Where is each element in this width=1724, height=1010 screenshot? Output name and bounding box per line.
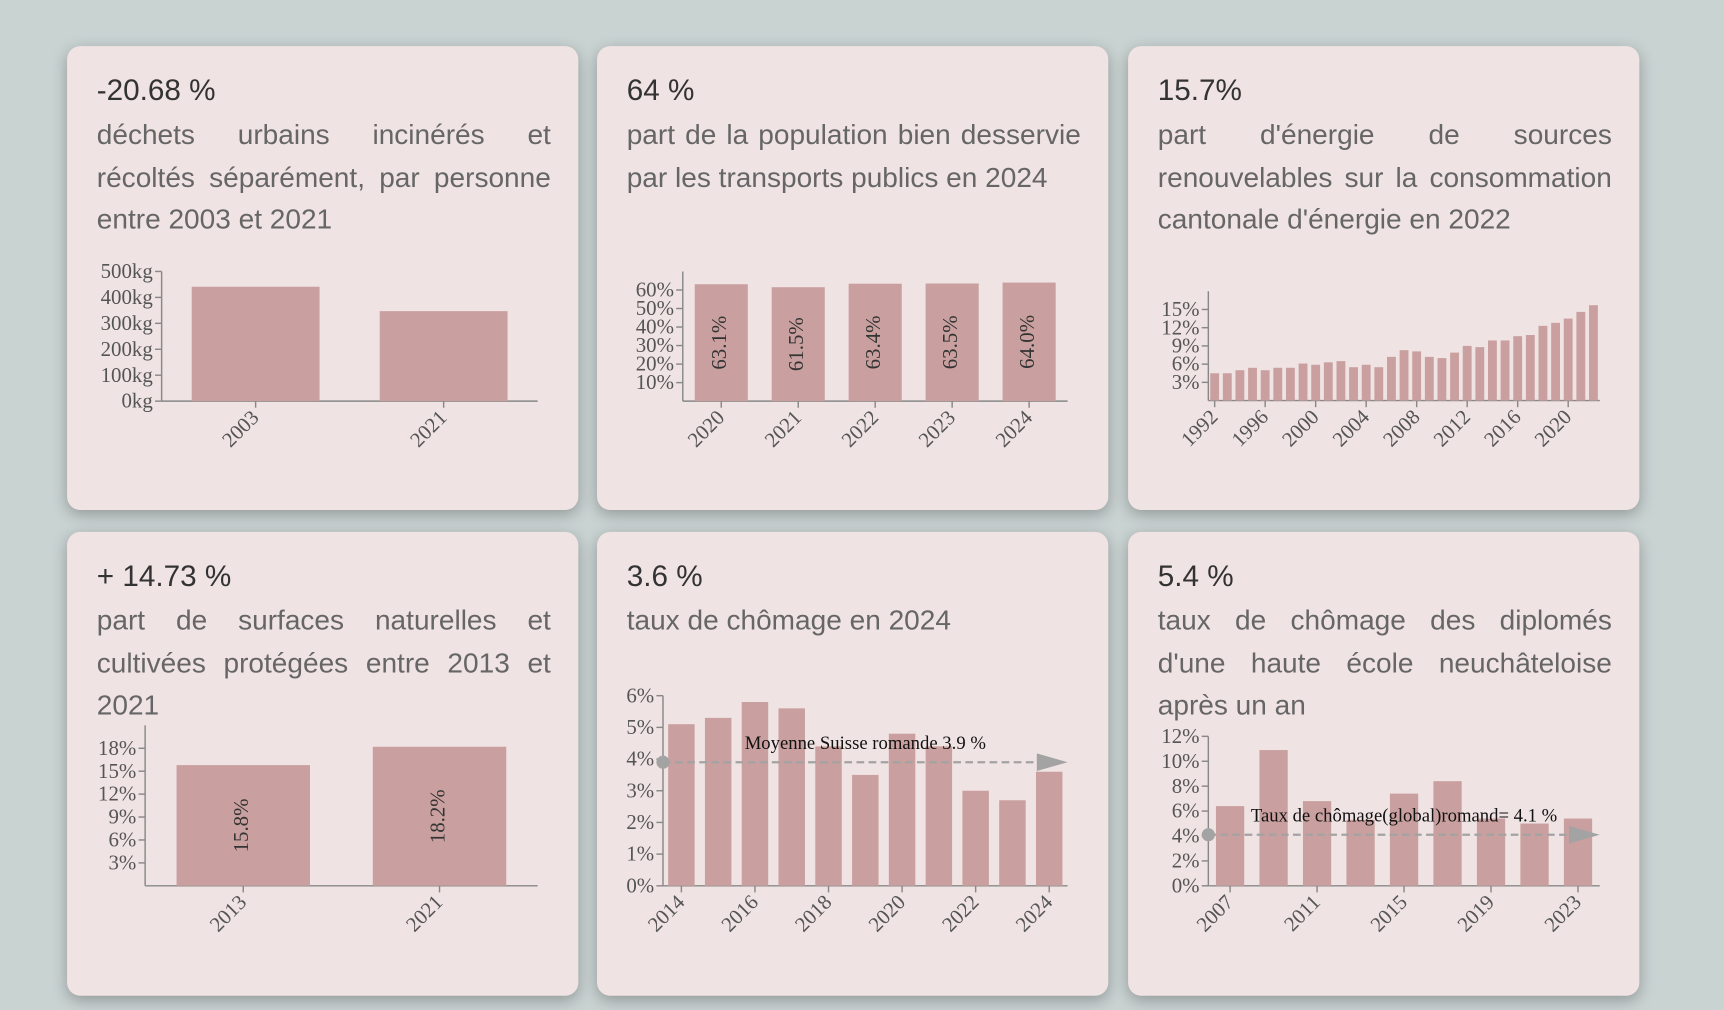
card: 5.4 % taux de chômage des diplomés d'une …: [1128, 531, 1640, 996]
card-description: part de la population bien desservie par…: [626, 119, 1081, 193]
card: + 14.73 % part de surfaces naturelles et …: [67, 531, 579, 996]
headline-value: 64 %: [626, 73, 695, 107]
card: 3.6 % taux de chômage en 2024: [597, 531, 1109, 996]
card: 15.7% part d'énergie de sources renouvela…: [1128, 46, 1640, 510]
card-description: taux de chômage des diplomés d'une haute…: [1157, 605, 1612, 721]
card-description: taux de chômage en 2024: [626, 605, 951, 637]
card: 64 % part de la population bien desservie…: [597, 46, 1109, 510]
card-description: part d'énergie de sources renouvelables …: [1157, 119, 1612, 236]
card: -20.68 % déchets urbains incinérés et réc…: [67, 46, 579, 510]
card-description: part de surfaces naturelles et cultivées…: [96, 605, 551, 721]
headline-value: + 14.73 %: [96, 559, 232, 593]
headline-value: -20.68 %: [96, 73, 216, 107]
card-description: déchets urbains incinérés et récoltés sé…: [96, 119, 551, 236]
headline-value: 3.6 %: [626, 559, 703, 593]
headline-value: 15.7%: [1157, 73, 1242, 107]
headline-value: 5.4 %: [1157, 559, 1234, 593]
